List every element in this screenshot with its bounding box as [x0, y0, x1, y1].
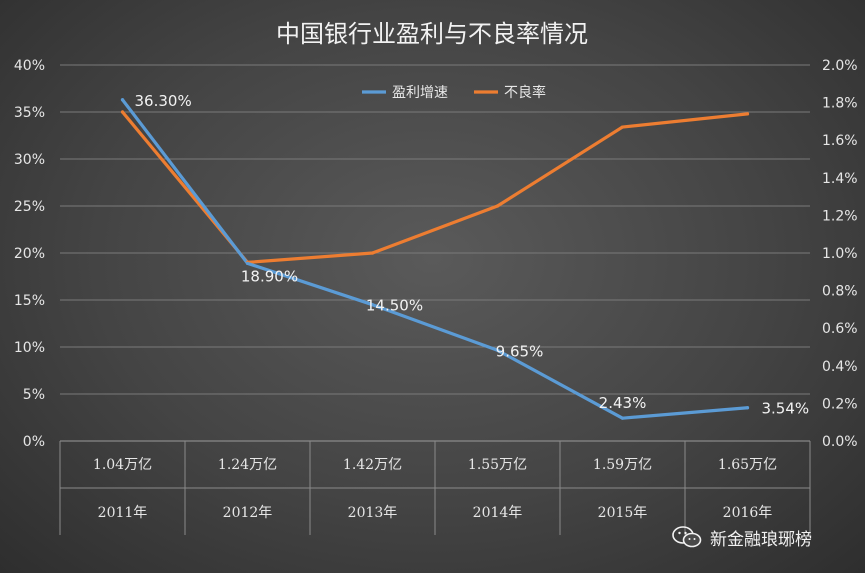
profit-total-label: 1.59万亿 — [593, 457, 652, 473]
profit-total-label: 1.24万亿 — [218, 457, 277, 473]
left-tick-label: 0% — [23, 434, 45, 450]
data-label: 18.90% — [241, 267, 298, 285]
year-label: 2012年 — [223, 505, 273, 521]
profit-growth-point — [620, 416, 625, 420]
data-label: 9.65% — [496, 342, 544, 360]
right-tick-label: 0.2% — [822, 396, 858, 412]
npl-rate-point — [120, 110, 125, 114]
left-axis: 0% 5% 10% 15% 20% 25% 30% 35% 40% — [14, 58, 45, 450]
right-tick-label: 0.6% — [822, 321, 858, 337]
year-label: 2013年 — [348, 505, 398, 521]
left-tick-label: 5% — [23, 387, 45, 403]
legend-label: 不良率 — [504, 84, 546, 101]
watermark: 新金融琅琊榜 — [672, 524, 812, 550]
right-tick-label: 1.0% — [822, 246, 858, 262]
npl-rate-point — [370, 251, 375, 255]
legend-label: 盈利增速 — [392, 85, 448, 101]
left-tick-label: 35% — [14, 105, 45, 121]
year-label: 2011年 — [98, 505, 148, 521]
data-labels: 36.30% 18.90% 14.50% 9.65% 2.43% 3.54% — [135, 92, 810, 418]
data-label: 2.43% — [599, 394, 647, 412]
profit-growth-point — [245, 261, 250, 265]
year-label: 2015年 — [598, 505, 648, 521]
right-tick-label: 0.4% — [822, 359, 858, 375]
profit-total-label: 1.42万亿 — [343, 457, 402, 473]
legend: 盈利增速 不良率 — [362, 84, 546, 101]
profit-total-label: 1.04万亿 — [93, 457, 152, 473]
npl-rate-point — [745, 112, 750, 116]
npl-rate-point — [495, 204, 500, 208]
right-tick-label: 2.0% — [822, 58, 858, 74]
year-label: 2014年 — [473, 505, 523, 521]
profit-total-label: 1.65万亿 — [718, 457, 777, 473]
wechat-icon — [672, 526, 702, 548]
chart-title: 中国银行业盈利与不良率情况 — [276, 20, 588, 48]
watermark-text: 新金融琅琊榜 — [710, 529, 812, 550]
right-tick-label: 0.0% — [822, 434, 858, 450]
left-tick-label: 25% — [14, 199, 45, 215]
right-tick-label: 1.8% — [822, 96, 858, 112]
series-line-npl-rate — [120, 110, 750, 264]
series-lines — [120, 98, 750, 420]
left-tick-label: 20% — [14, 246, 45, 262]
profit-total-label: 1.55万亿 — [468, 457, 527, 473]
category-table: 1.04万亿 2011年 1.24万亿 2012年 1.42万亿 2013年 1.55万亿 2… — [59, 440, 811, 535]
data-label: 14.50% — [366, 297, 423, 315]
left-tick-label: 30% — [14, 152, 45, 168]
right-tick-label: 1.6% — [822, 133, 858, 149]
right-tick-label: 1.4% — [822, 171, 858, 187]
data-label: 36.30% — [135, 92, 192, 110]
npl-rate-point — [620, 125, 625, 129]
profit-growth-point — [120, 98, 125, 102]
profit-growth-point — [370, 303, 375, 307]
left-tick-label: 40% — [14, 58, 45, 74]
data-label: 3.54% — [762, 400, 810, 418]
right-tick-label: 1.2% — [822, 208, 858, 224]
series-line-profit-growth — [120, 98, 750, 420]
profit-growth-point — [495, 348, 500, 352]
right-axis: 0.0% 0.2% 0.4% 0.6% 0.8% 1.0% 1.2% 1.4% 1.6% 1.8%… — [822, 58, 858, 450]
right-tick-label: 0.8% — [822, 284, 858, 300]
year-label: 2016年 — [723, 505, 773, 521]
profit-growth-point — [745, 406, 750, 410]
gridlines — [60, 64, 810, 395]
left-tick-label: 15% — [14, 293, 45, 309]
left-tick-label: 10% — [14, 340, 45, 356]
